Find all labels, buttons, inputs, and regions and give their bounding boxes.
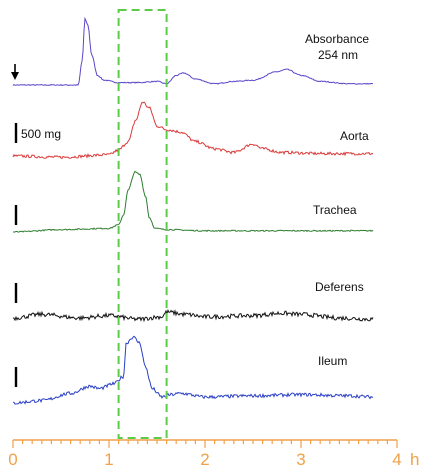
x-tick-label-4: 4: [392, 450, 401, 469]
label-absorbance-line1: Absorbance: [305, 32, 369, 46]
label-trachea: Trachea: [313, 203, 357, 217]
trace-labels: Absorbance 254 nm Aorta Trachea Deferens…: [305, 32, 369, 368]
x-tick-label-3: 3: [296, 450, 305, 469]
x-tick-label-2: 2: [200, 450, 209, 469]
highlight-window: [117, 9, 168, 439]
label-absorbance-line2: 254 nm: [318, 48, 358, 62]
label-ileum: Ileum: [318, 354, 347, 368]
trace-ileum: [12, 335, 374, 405]
trace-trachea: [12, 170, 374, 233]
label-deferens: Deferens: [315, 280, 364, 294]
x-axis-minor-ticks: [22, 440, 388, 444]
x-tick-label-0: 0: [8, 450, 17, 469]
scale-bars: 500 mg: [14, 123, 61, 387]
x-axis-major-ticks: [12, 440, 398, 448]
start-arrow: [11, 64, 19, 80]
x-axis-tick-labels: 0 1 2 3 4: [8, 450, 401, 469]
start-arrow-head: [11, 72, 19, 80]
x-tick-label-1: 1: [104, 450, 113, 469]
scale-bar-label: 500 mg: [21, 127, 61, 141]
traces-layer: [12, 16, 374, 405]
trace-deferens: [12, 308, 374, 323]
label-aorta: Aorta: [340, 129, 369, 143]
trace-absorbance-254nm: [12, 16, 374, 86]
x-axis-unit-label: h: [410, 450, 419, 469]
x-axis: 0 1 2 3 4 h: [8, 439, 419, 469]
trace-aorta: [12, 101, 374, 159]
